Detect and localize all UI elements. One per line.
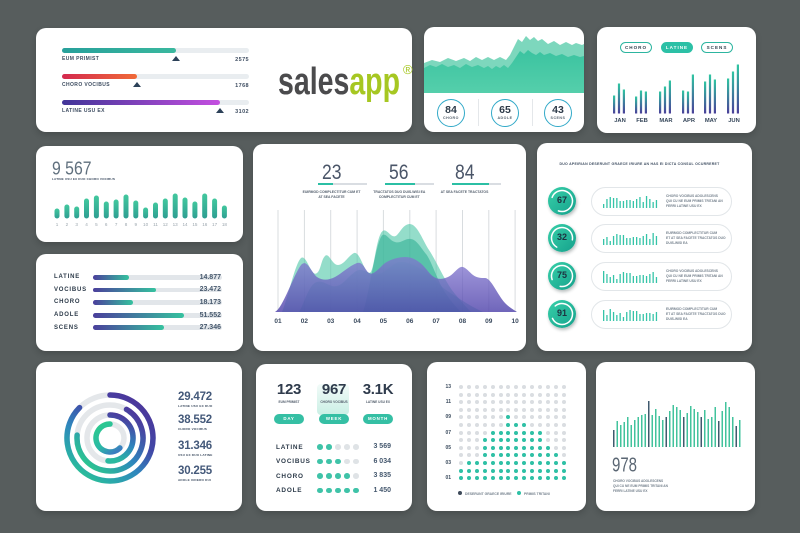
svg-text:56: 56 — [389, 160, 409, 182]
svg-text:84: 84 — [455, 160, 475, 182]
svg-text:978: 978 — [612, 455, 637, 477]
svg-text:®: ® — [403, 62, 413, 77]
svg-text:23: 23 — [322, 160, 342, 182]
svg-text:9 567: 9 567 — [52, 158, 92, 179]
svg-text:salesapp: salesapp — [278, 61, 400, 103]
